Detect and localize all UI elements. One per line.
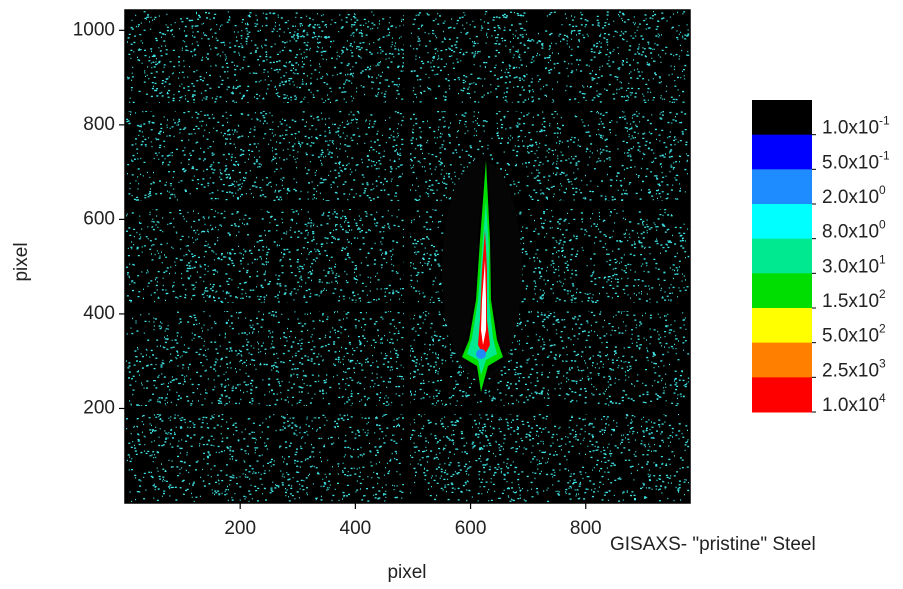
colorbar-label: 8.0x100: [822, 218, 886, 243]
detector-gap: [125, 406, 690, 414]
colorbar-label-power: 2: [879, 322, 886, 336]
colorbar-label: 3.0x101: [822, 253, 886, 278]
y-axis-label: pixel: [11, 242, 32, 281]
colorbar-band: [752, 169, 812, 205]
colorbar-label: 1.5x102: [822, 287, 886, 312]
plot-frame: [124, 9, 691, 504]
colorbar-band: [752, 273, 812, 309]
colorbar: 1.0x10-15.0x10-12.0x1008.0x1003.0x1011.5…: [752, 100, 890, 416]
colorbar-label-power: -1: [879, 114, 890, 128]
colorbar-label: 2.0x100: [822, 183, 886, 208]
scatter-spot: [442, 120, 522, 400]
colorbar-band: [752, 238, 812, 274]
colorbar-label-power: 2: [879, 287, 886, 301]
colorbar-label-base: 2.0x10: [822, 187, 879, 208]
y-tick-label: 800: [83, 114, 115, 135]
y-tick-label: 1000: [73, 19, 115, 40]
colorbar-label: 1.0x10-1: [822, 114, 890, 139]
colorbar-label-power: 4: [879, 391, 886, 405]
colorbar-label: 2.5x103: [822, 357, 886, 382]
colorbar-band: [752, 100, 812, 136]
x-tick-label: 800: [570, 518, 602, 539]
colorbar-label-power: 0: [879, 218, 886, 232]
x-tick-label: 600: [455, 518, 487, 539]
colorbar-label-base: 2.5x10: [822, 360, 879, 381]
spot-beamstop: [476, 349, 486, 359]
colorbar-label-base: 5.0x10: [822, 152, 879, 173]
colorbar-band: [752, 134, 812, 170]
speckle-dots: [126, 11, 690, 503]
colorbar-label: 1.0x104: [822, 391, 886, 416]
x-tick-label: 200: [224, 518, 256, 539]
chart-title: GISAXS- "pristine" Steel: [610, 534, 816, 555]
y-tick-label: 600: [83, 208, 115, 229]
colorbar-label-base: 5.0x10: [822, 326, 879, 347]
colorbar-label-power: 1: [879, 253, 886, 267]
detector-gaps: [125, 10, 690, 503]
colorbar-label-base: 1.0x10: [822, 118, 879, 139]
colorbar-label: 5.0x10-1: [822, 149, 890, 174]
speckle: [126, 11, 690, 503]
y-tick-label: 400: [83, 303, 115, 324]
colorbar-band: [752, 308, 812, 344]
colorbar-label-base: 3.0x10: [822, 256, 879, 277]
detector-gap: [125, 201, 690, 209]
x-tick-label: 400: [340, 518, 372, 539]
x-axis-label: pixel: [387, 562, 426, 583]
detector-gap: [404, 10, 410, 503]
colorbar-band: [752, 377, 812, 413]
colorbar-label-base: 8.0x10: [822, 222, 879, 243]
spot-core: [481, 260, 486, 345]
colorbar-label: 5.0x102: [822, 322, 886, 347]
colorbar-label-power: 3: [879, 357, 886, 371]
colorbar-label-base: 1.5x10: [822, 291, 879, 312]
colorbar-label-power: 0: [879, 183, 886, 197]
colorbar-label-base: 1.0x10: [822, 395, 879, 416]
colorbar-band: [752, 342, 812, 378]
colorbar-band: [752, 204, 812, 240]
colorbar-label-power: -1: [879, 149, 890, 163]
detector-gap: [125, 103, 690, 111]
y-tick-label: 200: [83, 397, 115, 418]
detector-gap: [125, 303, 690, 311]
